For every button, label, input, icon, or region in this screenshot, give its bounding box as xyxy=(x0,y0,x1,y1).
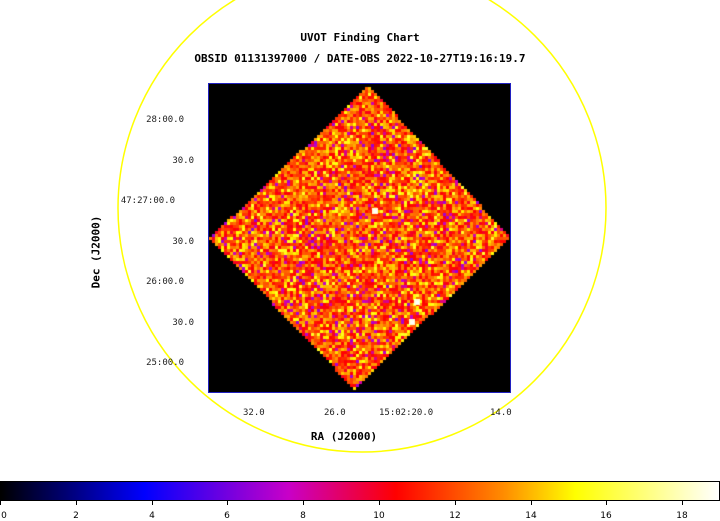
colorbar-tick xyxy=(682,501,683,505)
colorbar-tick-label: 8 xyxy=(300,511,306,521)
colorbar-tick xyxy=(227,501,228,505)
dec-tick-label: 30.0 xyxy=(172,156,194,166)
colorbar xyxy=(0,481,720,501)
colorbar-tick xyxy=(455,501,456,505)
colorbar-tick-label: 0 xyxy=(1,511,7,521)
ra-tick-label: 32.0 xyxy=(243,408,265,418)
colorbar-tick xyxy=(379,501,380,505)
colorbar-tick-label: 10 xyxy=(373,511,385,521)
x-axis-title-text: RA (J2000) xyxy=(310,430,378,443)
colorbar-tick-label: 4 xyxy=(149,511,155,521)
colorbar-tick-label: 2 xyxy=(73,511,79,521)
colorbar-tick-label: 6 xyxy=(224,511,230,521)
sky-image-frame xyxy=(208,83,511,393)
y-axis-title: Dec (J2000) xyxy=(89,215,103,289)
dec-tick-label: 26:00.0 xyxy=(146,277,184,287)
colorbar-tick xyxy=(152,501,153,505)
dec-tick-label: 30.0 xyxy=(172,318,194,328)
colorbar-tick xyxy=(531,501,532,505)
colorbar-tick xyxy=(303,501,304,505)
ra-tick-label: 26.0 xyxy=(324,408,346,418)
chart-title: UVOT Finding Chart xyxy=(300,31,420,44)
colorbar-tick xyxy=(76,501,77,505)
dec-tick-label: 25:00.0 xyxy=(146,358,184,368)
ra-tick-label: 15:02:20.0 xyxy=(379,408,434,418)
colorbar-tick-label: 18 xyxy=(676,511,688,521)
sky-image xyxy=(209,84,510,392)
dec-tick-label: 30.0 xyxy=(172,237,194,247)
colorbar-tick xyxy=(606,501,607,505)
colorbar-tick xyxy=(0,501,1,505)
ra-tick-label: 14.0 xyxy=(490,408,512,418)
colorbar-tick-label: 16 xyxy=(600,511,612,521)
colorbar-tick-label: 12 xyxy=(449,511,461,521)
dec-tick-label: 47:27:00.0 xyxy=(120,196,175,206)
observation-title: OBSID 01131397000 / DATE-OBS 2022-10-27T… xyxy=(194,52,526,65)
dec-tick-label: 28:00.0 xyxy=(146,115,184,125)
colorbar-tick-label: 14 xyxy=(525,511,537,521)
